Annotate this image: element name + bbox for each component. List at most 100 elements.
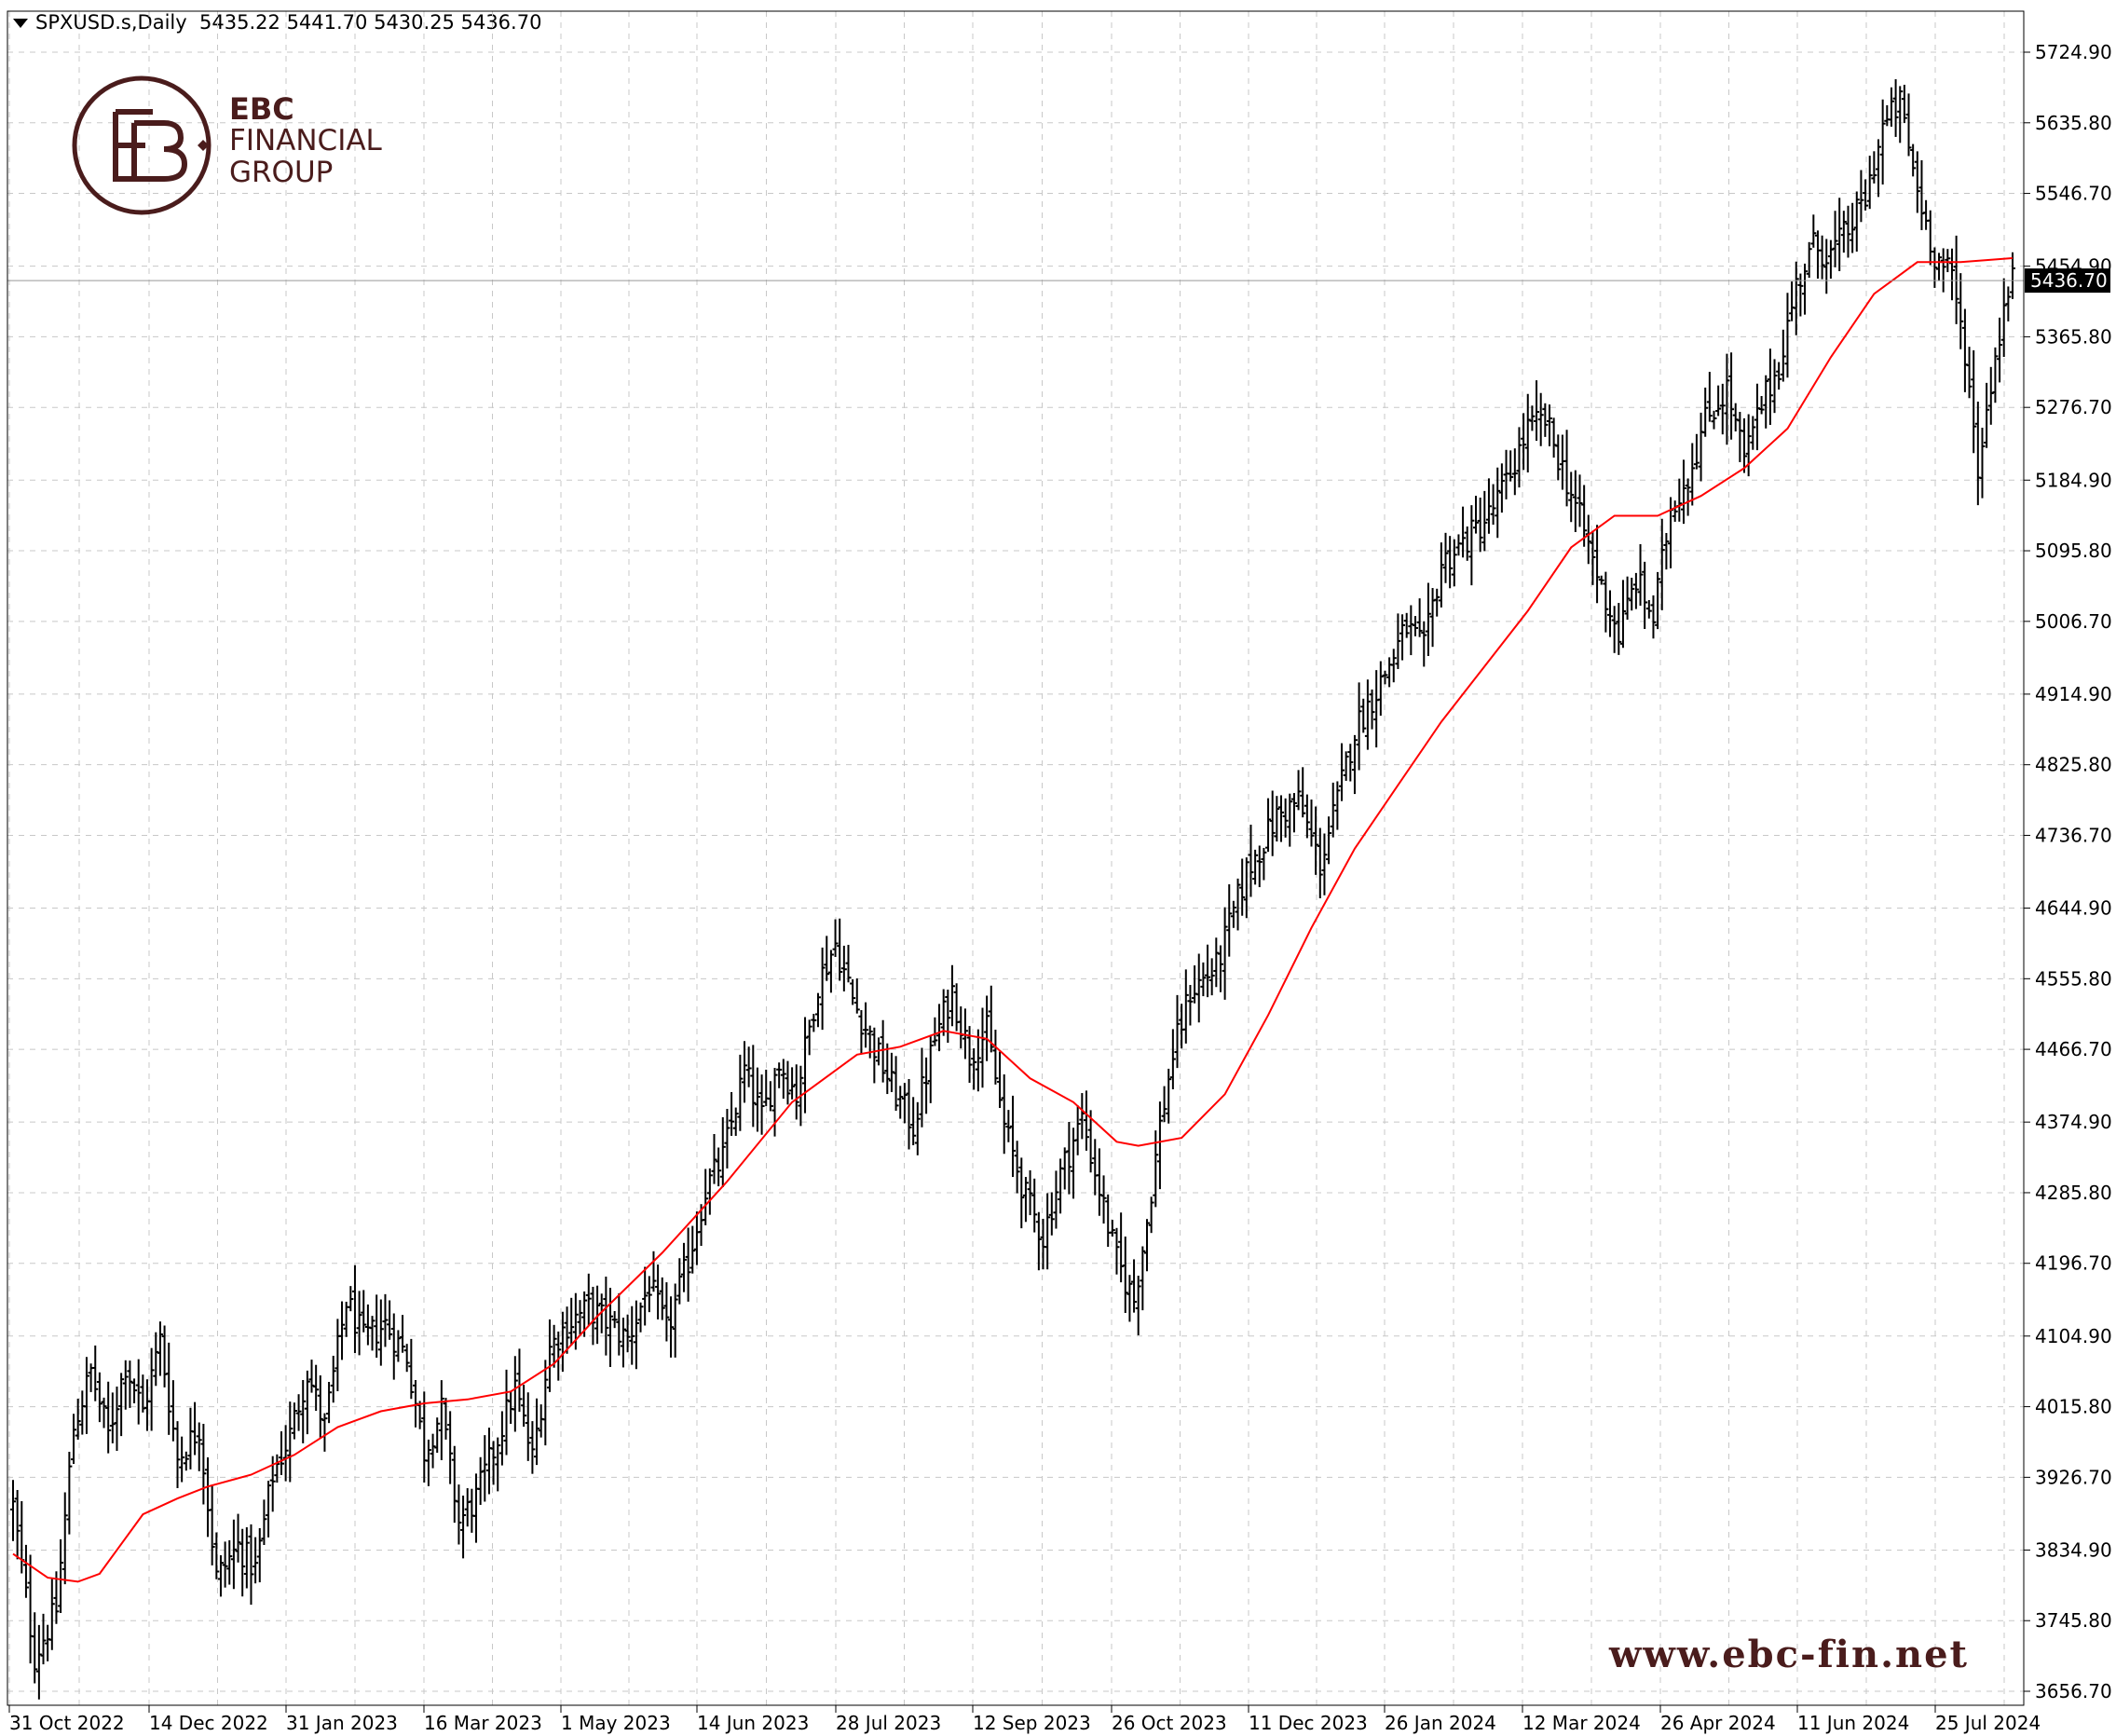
y-tick-label: 5365.80 (2035, 325, 2112, 348)
ohlc-bar (521, 1385, 527, 1428)
ohlc-bar (1655, 571, 1661, 630)
ohlc-bar (525, 1392, 531, 1461)
ohlc-bar (1987, 366, 1994, 425)
x-tick-label: 28 Jul 2023 (836, 1712, 941, 1734)
ohlc-bar (390, 1313, 397, 1380)
ohlc-bar (1521, 413, 1527, 471)
ohlc-bar (1182, 969, 1189, 1044)
ebc-monogram-icon (72, 75, 212, 215)
ohlc-bar (278, 1431, 284, 1475)
ohlc-bar (1537, 392, 1544, 446)
ohlc-bar (1252, 849, 1259, 885)
ohlc-bar (1546, 404, 1552, 446)
ohlc-bar (919, 1047, 925, 1128)
ohlc-bar (555, 1331, 562, 1381)
y-tick-label: 3834.90 (2035, 1538, 2112, 1561)
ohlc-bar (1377, 661, 1384, 717)
ohlc-bar (732, 1107, 739, 1136)
ohlc-bar (819, 947, 826, 1031)
ohlc-bar (351, 1264, 358, 1353)
ohlc-bar (603, 1277, 609, 1356)
ohlc-bar (668, 1296, 675, 1358)
ohlc-bar (1243, 857, 1249, 919)
ohlc-bar (1235, 878, 1241, 931)
ohlc-bar (568, 1297, 575, 1346)
ohlc-bar (118, 1373, 125, 1437)
ohlc-bar (75, 1398, 81, 1440)
ohlc-bar (1871, 151, 1877, 184)
ohlc-bar (716, 1147, 722, 1187)
ohlc-bar (1637, 544, 1644, 606)
ohlc-bar (1230, 900, 1236, 928)
ohlc-bar (616, 1292, 622, 1356)
ohlc-bar (179, 1436, 185, 1483)
ohlc-bar (1642, 561, 1648, 630)
chart-header: SPXUSD.s,Daily 5435.22 5441.70 5430.25 5… (13, 11, 541, 34)
ohlc-bar (672, 1283, 678, 1358)
ohlc-bar (166, 1342, 172, 1435)
ohlc-bar (114, 1387, 120, 1452)
ohlc-bar (1326, 816, 1332, 865)
ohlc-bar (1763, 375, 1769, 429)
ohlc-bar (1282, 798, 1289, 838)
ohlc-bar (997, 1051, 1003, 1109)
y-tick-label: 5546.70 (2035, 183, 2112, 205)
x-tick-label: 1 May 2023 (561, 1712, 671, 1734)
ohlc-bar (1031, 1178, 1038, 1233)
ohlc-bar (1663, 533, 1670, 570)
ohlc-bar (127, 1360, 133, 1408)
ohlc-bar (590, 1286, 596, 1346)
ohlc-bar (469, 1488, 475, 1533)
y-tick-label: 4285.80 (2035, 1182, 2112, 1204)
logo-line-ebc: EBC (229, 91, 294, 127)
ohlc-bar (594, 1285, 601, 1345)
ohlc-bar (1412, 616, 1418, 636)
ohlc-bar (1174, 994, 1181, 1069)
ohlc-bar (1732, 403, 1739, 432)
ohlc-bar (1581, 485, 1588, 547)
y-tick-label: 4736.70 (2035, 824, 2112, 846)
ohlc-bar (1438, 542, 1444, 608)
ohlc-bar (871, 1027, 878, 1084)
ohlc-bar (456, 1484, 462, 1545)
ohlc-bar (1364, 679, 1371, 750)
ohlc-bar (1542, 403, 1549, 437)
ohlc-bar (750, 1045, 757, 1128)
ohlc-bar (693, 1211, 700, 1265)
ohlc-bar (1143, 1219, 1150, 1272)
x-tick-label: 31 Oct 2022 (9, 1712, 125, 1734)
ohlc-bar (1429, 588, 1436, 648)
ohlc-bar (230, 1519, 237, 1590)
ohlc-bar (607, 1287, 614, 1368)
ohlc-bar (655, 1264, 662, 1319)
ohlc-bar (629, 1305, 635, 1365)
ohlc-bar (1421, 621, 1427, 667)
ohlc-bar (61, 1492, 68, 1585)
ohlc-bar (1105, 1194, 1112, 1248)
ohlc-bar (53, 1571, 60, 1624)
ohlc-bar (1087, 1110, 1094, 1173)
ohlc-bar (585, 1273, 592, 1326)
ohlc-bar (1706, 372, 1713, 422)
ohlc-bar (1971, 349, 1977, 454)
ohlc-bar (1572, 470, 1578, 532)
ohlc-bar (443, 1398, 449, 1440)
ohlc-bar (1403, 612, 1410, 638)
ohlc-bar (1607, 590, 1614, 637)
ohlc-bar (1330, 782, 1336, 838)
ohlc-bar (287, 1401, 294, 1483)
ohlc-bar (1451, 539, 1457, 587)
ohlc-bar (1131, 1259, 1138, 1313)
ohlc-bar (979, 1007, 986, 1088)
ohlc-bar (1693, 433, 1700, 470)
ohlc-bar (1226, 884, 1233, 957)
ohlc-bar (1945, 249, 1951, 273)
ohlc-bar (1524, 393, 1531, 472)
ohlc-bar (308, 1360, 315, 1393)
dropdown-triangle-icon[interactable] (13, 19, 28, 28)
ohlc-bar (1122, 1236, 1128, 1314)
ohlc-bar (209, 1485, 215, 1565)
ohlc-bar (633, 1300, 639, 1370)
x-tick-label: 11 Jun 2024 (1797, 1712, 1909, 1734)
